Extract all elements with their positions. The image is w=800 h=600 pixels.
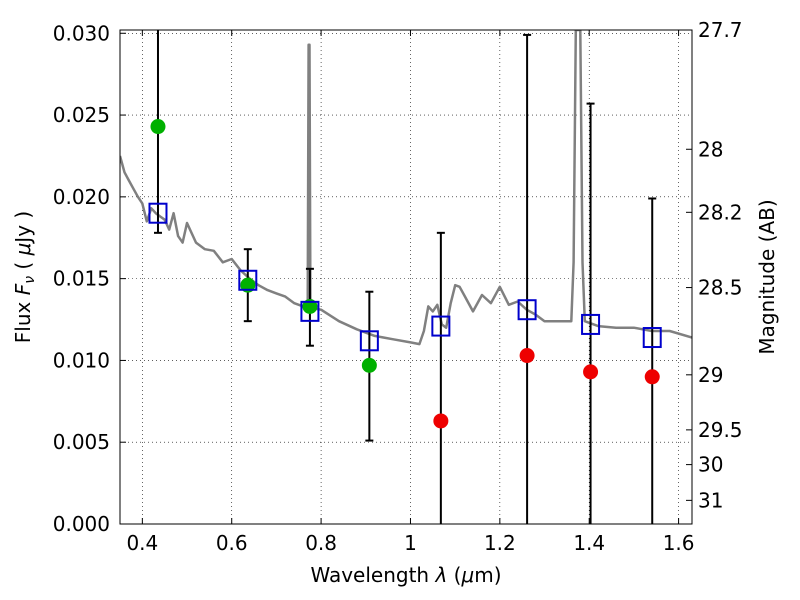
x-tick-label: 0.4: [126, 531, 158, 555]
sed-template-line: [120, 30, 692, 346]
x-tick-label: 1: [404, 531, 417, 555]
sed-template-layer: [120, 30, 692, 346]
model-square: [581, 313, 601, 335]
tick-labels: 0.4 0.6 0.8 1 1.2 1.4 1.6 0.000 0.005 0.010 0.015 0…: [53, 18, 743, 555]
model-square: [431, 315, 451, 337]
errorbar-layer: [153, 30, 657, 524]
y2-axis-label: Magnitude (AB): [755, 199, 779, 354]
y2-tick-label: 29.5: [698, 418, 743, 442]
y-tick-label: 0.000: [53, 512, 110, 536]
x-tick-label: 1.4: [573, 531, 605, 555]
grid: [120, 30, 692, 525]
y-tick-label: 0.025: [53, 103, 110, 127]
x-tick-label: 1.2: [484, 531, 516, 555]
model-square: [359, 330, 379, 352]
x-tick-label: 0.6: [216, 531, 248, 555]
model-square: [642, 327, 662, 349]
x-tick-label: 0.8: [305, 531, 337, 555]
model-square-layer: [148, 202, 662, 352]
model-square: [238, 269, 258, 291]
upper-limit-point: [583, 364, 599, 380]
y-tick-label: 0.010: [53, 348, 110, 372]
upper-limit-point: [519, 348, 535, 364]
y-tick-label: 0.020: [53, 185, 110, 209]
y-axis-label: Flux Fν ( μJy ): [11, 211, 38, 343]
y2-tick-label: 30: [698, 453, 723, 477]
y2-tick-label: 28: [698, 137, 723, 161]
y2-tick-label: 28.5: [698, 276, 743, 300]
y2-tick-label: 27.7: [698, 18, 743, 42]
x-axis-label: Wavelength λ (μm): [310, 563, 501, 587]
model-square: [300, 300, 320, 322]
y-tick-label: 0.030: [53, 21, 110, 45]
upper-limit-point: [433, 413, 449, 429]
plot-frame: [119, 29, 693, 525]
y2-tick-label: 31: [698, 488, 723, 512]
y2-tick-label: 29: [698, 363, 723, 387]
model-square: [148, 202, 168, 224]
y-tick-label: 0.015: [53, 267, 110, 291]
ticks: [120, 29, 692, 525]
model-square: [517, 299, 537, 321]
detection-point: [150, 119, 166, 135]
y-tick-label: 0.005: [53, 430, 110, 454]
x-tick-label: 1.6: [663, 531, 695, 555]
upper-limit-point: [644, 369, 660, 385]
y2-tick-label: 28.2: [698, 200, 743, 224]
detection-point: [361, 357, 377, 373]
